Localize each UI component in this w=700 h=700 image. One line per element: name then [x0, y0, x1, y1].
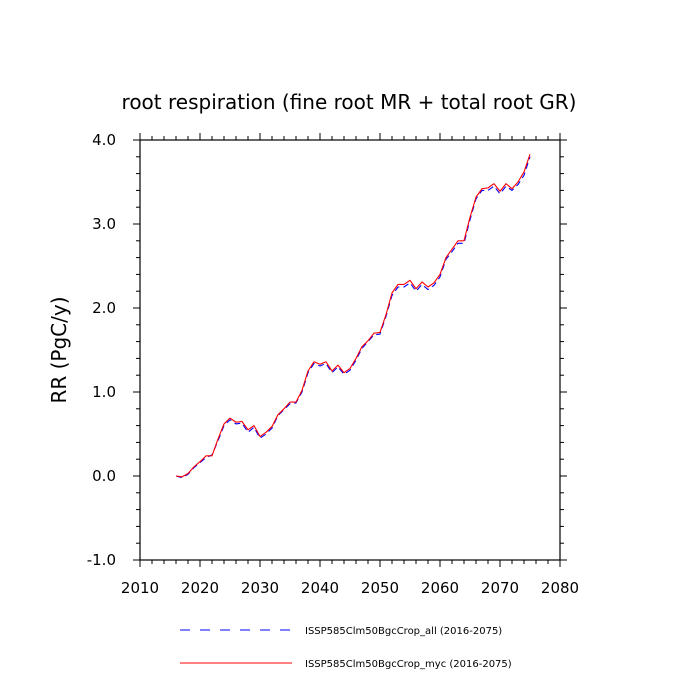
- y-tick-label: 4.0: [92, 131, 116, 149]
- plot-frame: [139, 139, 561, 561]
- x-tick-label: 2010: [121, 579, 159, 597]
- legend-label-1: ISSP585Clm50BgcCrop_all (2016-2075): [305, 626, 502, 637]
- x-tick-label: 2080: [541, 579, 579, 597]
- y-tick-label: 3.0: [92, 215, 116, 233]
- y-tick-label: 0.0: [92, 467, 116, 485]
- x-tick-label: 2040: [301, 579, 339, 597]
- x-tick-label: 2020: [181, 579, 219, 597]
- legend: ISSP585Clm50BgcCrop_all (2016-2075) ISSP5…: [180, 626, 512, 670]
- y-tick-label: 1.0: [92, 383, 116, 401]
- x-tick-label: 2060: [421, 579, 459, 597]
- y-tick-label: 2.0: [92, 299, 116, 317]
- axis-ticks: [133, 133, 567, 567]
- x-tick-label: 2030: [241, 579, 279, 597]
- x-tick-label: 2070: [481, 579, 519, 597]
- y-axis-label: RR (PgC/y): [47, 296, 71, 403]
- series-layer: [175, 154, 531, 479]
- legend-label-2: ISSP585Clm50BgcCrop_myc (2016-2075): [305, 659, 512, 670]
- series-line-2: [175, 154, 531, 478]
- y-tick-label: -1.0: [87, 551, 116, 569]
- series-line-1: [175, 156, 531, 479]
- tick-labels: 2010 2020 2030 2040 2050 2060 2070 2080 -1.0 0.0 1…: [87, 131, 579, 597]
- x-tick-label: 2050: [361, 579, 399, 597]
- chart-title: root respiration (fine root MR + total r…: [122, 90, 577, 114]
